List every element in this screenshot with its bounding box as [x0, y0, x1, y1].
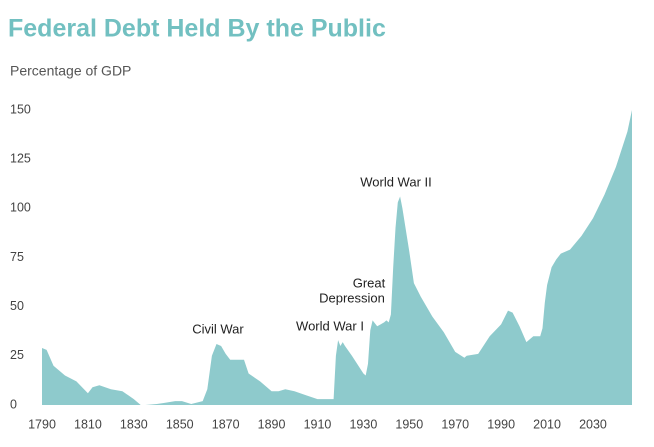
- y-tick-label: 0: [10, 397, 17, 411]
- x-tick-label: 1990: [487, 417, 515, 431]
- x-tick-label: 1890: [258, 417, 286, 431]
- x-tick-label: 1950: [395, 417, 423, 431]
- x-tick-label: 1930: [349, 417, 377, 431]
- chart-subtitle: Percentage of GDP: [10, 63, 131, 79]
- y-tick-label: 125: [10, 151, 31, 165]
- x-tick-label: 1810: [74, 417, 102, 431]
- y-tick-label: 25: [10, 348, 24, 362]
- y-tick-label: 150: [10, 102, 31, 116]
- annotation: World War I: [296, 318, 364, 333]
- debt-area: [42, 110, 632, 405]
- annotation: Civil War: [192, 321, 244, 336]
- x-tick-label: 1970: [441, 417, 469, 431]
- annotation: World War II: [360, 174, 432, 189]
- x-tick-label: 1870: [212, 417, 240, 431]
- annotation: Great: [353, 275, 386, 290]
- x-tick-label: 1850: [166, 417, 194, 431]
- x-tick-label: 1790: [28, 417, 56, 431]
- x-tick-label: 1910: [304, 417, 332, 431]
- y-tick-label: 50: [10, 299, 24, 313]
- x-tick-label: 1830: [120, 417, 148, 431]
- y-tick-label: 100: [10, 201, 31, 215]
- x-tick-label: 2030: [579, 417, 607, 431]
- y-tick-label: 75: [10, 250, 24, 264]
- chart-title: Federal Debt Held By the Public: [8, 15, 386, 43]
- x-tick-label: 2010: [533, 417, 561, 431]
- annotation: Depression: [319, 290, 385, 305]
